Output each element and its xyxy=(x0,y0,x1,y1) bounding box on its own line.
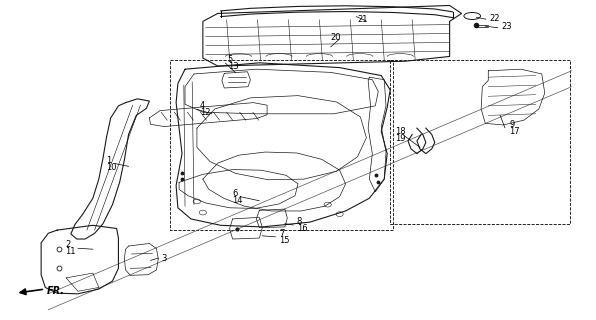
Text: 8: 8 xyxy=(297,217,302,226)
Text: 17: 17 xyxy=(509,127,520,136)
Text: 2: 2 xyxy=(65,240,70,249)
Text: 18: 18 xyxy=(395,127,405,136)
Text: 10: 10 xyxy=(107,163,117,172)
Text: 13: 13 xyxy=(228,62,238,71)
Text: 15: 15 xyxy=(279,236,290,245)
Text: FR.: FR. xyxy=(47,286,65,296)
Text: 12: 12 xyxy=(200,108,210,117)
Text: 4: 4 xyxy=(200,101,205,110)
Text: 20: 20 xyxy=(330,33,340,42)
Text: 9: 9 xyxy=(509,120,514,129)
Text: 7: 7 xyxy=(279,229,284,238)
Text: 19: 19 xyxy=(395,134,405,143)
Text: 21: 21 xyxy=(358,15,368,24)
Text: 1: 1 xyxy=(107,156,112,164)
Text: 3: 3 xyxy=(162,254,167,263)
Text: 22: 22 xyxy=(489,14,500,23)
Text: 14: 14 xyxy=(232,196,243,205)
Text: 5: 5 xyxy=(228,55,233,64)
Text: 6: 6 xyxy=(232,189,238,198)
Text: 23: 23 xyxy=(501,22,512,31)
Text: 16: 16 xyxy=(297,224,308,233)
Text: 11: 11 xyxy=(65,247,76,256)
